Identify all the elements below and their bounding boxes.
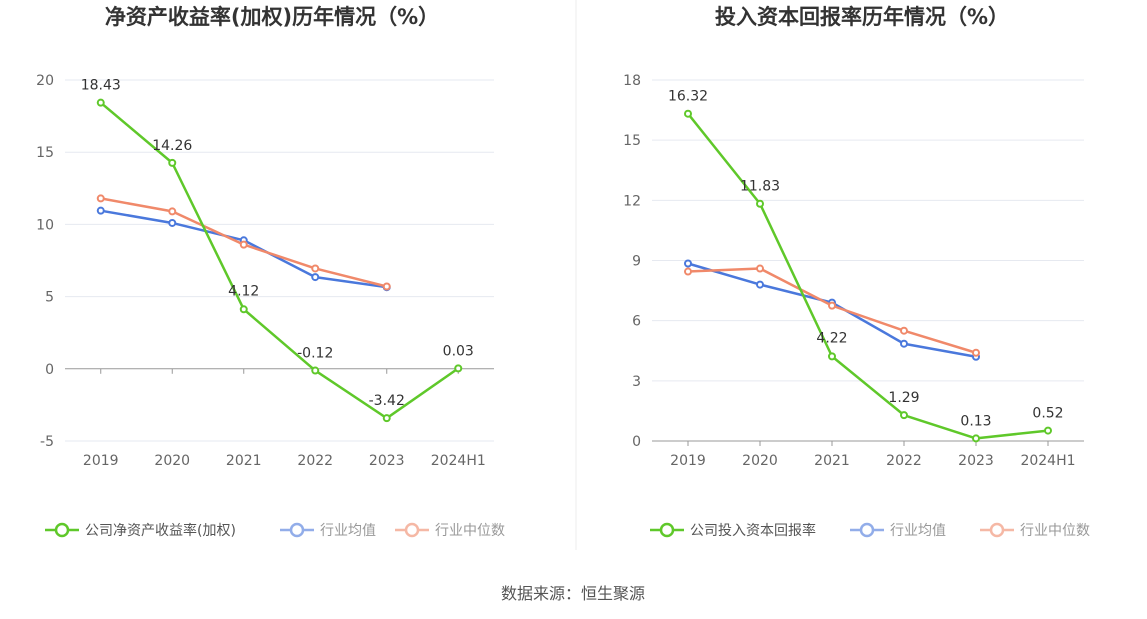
- chart-title: 净资产收益率(加权)历年情况（%）: [105, 5, 439, 29]
- data-label: -0.12: [297, 346, 333, 362]
- data-point[interactable]: [239, 305, 248, 314]
- y-tick-label: 15: [623, 133, 641, 149]
- chart-title: 投入资本回报率历年情况（%）: [715, 5, 1009, 29]
- y-tick-label: 0: [45, 362, 54, 378]
- data-label: 0.13: [960, 413, 991, 429]
- x-tick-label: 2019: [670, 453, 706, 469]
- legend-item[interactable]: 行业均值: [850, 522, 946, 539]
- data-point[interactable]: [972, 434, 980, 443]
- y-tick-label: 0: [632, 434, 641, 450]
- data-point[interactable]: [900, 339, 908, 348]
- data-point[interactable]: [684, 109, 692, 118]
- y-tick-label: -5: [40, 434, 54, 450]
- data-point[interactable]: [311, 273, 320, 282]
- legend-label: 行业均值: [320, 523, 376, 539]
- legend-marker: [404, 522, 420, 538]
- legend-item[interactable]: 公司净资产收益率(加权): [45, 522, 236, 539]
- legend-marker: [989, 522, 1005, 538]
- data-label: 4.12: [228, 283, 259, 299]
- x-tick-label: 2021: [226, 453, 262, 469]
- legend-label: 公司净资产收益率(加权): [85, 522, 236, 539]
- data-point[interactable]: [828, 301, 836, 310]
- data-label: 0.52: [1032, 406, 1063, 422]
- y-tick-label: 10: [36, 217, 54, 233]
- data-point[interactable]: [1044, 426, 1052, 435]
- legend-item[interactable]: 公司投入资本回报率: [650, 522, 816, 539]
- data-point[interactable]: [972, 348, 980, 357]
- x-tick-label: 2021: [814, 453, 850, 469]
- data-label: 16.32: [668, 89, 708, 105]
- data-label: 14.26: [152, 138, 192, 154]
- data-label: 1.29: [888, 390, 919, 406]
- data-point[interactable]: [900, 411, 908, 420]
- y-tick-label: 12: [623, 193, 641, 209]
- data-point[interactable]: [96, 98, 105, 107]
- data-point[interactable]: [756, 280, 764, 289]
- data-point[interactable]: [168, 207, 177, 216]
- data-point[interactable]: [311, 264, 320, 273]
- series-line: [99, 101, 459, 420]
- data-point[interactable]: [756, 199, 764, 208]
- legend-item[interactable]: 行业中位数: [395, 522, 505, 539]
- legend-label: 行业均值: [890, 523, 946, 539]
- y-tick-label: 9: [632, 254, 641, 270]
- x-tick-label: 2020: [154, 453, 190, 469]
- data-label: -3.42: [369, 393, 405, 409]
- y-tick-label: 5: [45, 290, 54, 306]
- legend-marker: [859, 522, 875, 538]
- series-line: [687, 112, 1049, 440]
- data-label: 18.43: [81, 78, 121, 94]
- data-point[interactable]: [239, 240, 248, 249]
- y-tick-label: 20: [36, 73, 54, 89]
- y-tick-label: 15: [36, 145, 54, 161]
- data-label: 4.22: [816, 330, 847, 346]
- data-point[interactable]: [756, 264, 764, 273]
- legend-marker: [54, 522, 70, 538]
- data-point[interactable]: [96, 194, 105, 203]
- data-point[interactable]: [454, 364, 463, 373]
- data-point[interactable]: [311, 366, 320, 375]
- legend-label: 公司投入资本回报率: [690, 522, 816, 539]
- y-tick-label: 6: [632, 314, 641, 330]
- source-note: 数据来源：恒生聚源: [501, 584, 645, 603]
- data-point[interactable]: [828, 352, 836, 361]
- x-tick-label: 2019: [83, 453, 119, 469]
- roic-chart: 投入资本回报率历年情况（%） 0 3 6 9 12 15 18 2019 2020 2021 2022…: [623, 5, 1090, 539]
- data-point[interactable]: [168, 218, 177, 227]
- legend-label: 行业中位数: [435, 523, 505, 539]
- data-label: 0.03: [443, 343, 474, 359]
- data-point[interactable]: [684, 259, 692, 268]
- data-point[interactable]: [96, 206, 105, 215]
- legend-marker: [659, 522, 675, 538]
- x-tick-label: 2023: [369, 453, 405, 469]
- y-tick-label: 3: [632, 374, 641, 390]
- legend-item[interactable]: 行业均值: [280, 522, 376, 539]
- data-point[interactable]: [168, 158, 177, 167]
- legend-label: 行业中位数: [1020, 523, 1090, 539]
- data-point[interactable]: [900, 326, 908, 335]
- y-tick-label: 18: [623, 73, 641, 89]
- x-tick-label: 2024H1: [431, 453, 486, 469]
- x-tick-label: 2022: [297, 453, 333, 469]
- legend-marker: [289, 522, 305, 538]
- x-tick-label: 2022: [886, 453, 922, 469]
- roe-chart: 净资产收益率(加权)历年情况（%） -5 0 5 10 15 20 2019 2020 2021 2…: [36, 5, 505, 539]
- data-point[interactable]: [382, 282, 391, 291]
- x-tick-label: 2023: [958, 453, 994, 469]
- data-point[interactable]: [382, 414, 391, 423]
- x-tick-label: 2024H1: [1020, 453, 1075, 469]
- x-tick-label: 2020: [742, 453, 778, 469]
- legend-item[interactable]: 行业中位数: [980, 522, 1090, 539]
- data-point[interactable]: [684, 267, 692, 276]
- data-label: 11.83: [740, 179, 780, 195]
